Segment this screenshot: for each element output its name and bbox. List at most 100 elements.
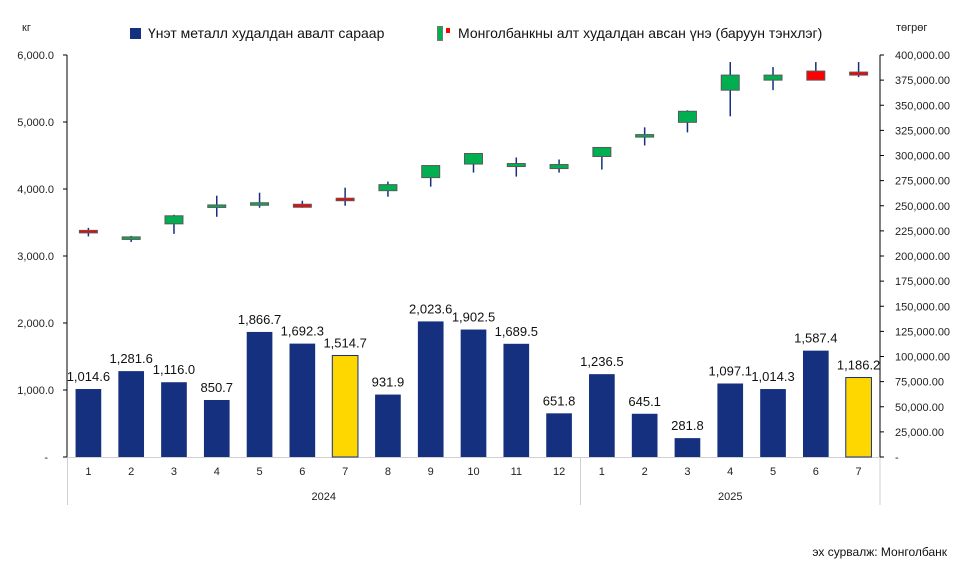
candle-up (720, 74, 740, 91)
bar-data-label: 1,186.2 (837, 358, 880, 373)
right-axis-tick-label: 175,000.00 (895, 276, 950, 288)
bar-data-label: 931.9 (372, 375, 405, 390)
legend-candle-label: Монголбанкны алт худалдан авсан үнэ (бар… (458, 25, 823, 41)
candle-down (335, 197, 355, 202)
bar-data-label: 1,866.7 (238, 312, 281, 327)
candle-up (164, 215, 184, 225)
bar-data-label: 645.1 (628, 394, 661, 409)
bar (289, 343, 316, 457)
right-axis-tick-label: 125,000.00 (895, 326, 950, 338)
bar (375, 394, 401, 457)
bar (417, 321, 444, 457)
bar-data-label: 1,097.1 (709, 363, 752, 378)
right-axis-tick-label: 275,000.00 (895, 176, 950, 188)
right-axis-tick-label: 350,000.00 (895, 100, 950, 112)
left-axis-tick-label: 4,000.0 (17, 184, 54, 196)
legend-item-candles: Монголбанкны алт худалдан авсан үнэ (бар… (437, 25, 822, 41)
left-axis-unit: кг (22, 22, 31, 34)
right-axis-tick-label: 25,000.00 (895, 427, 944, 439)
candle-down (292, 203, 312, 208)
bar-data-label: 1,116.0 (153, 362, 195, 377)
candle-down (806, 70, 826, 81)
candle-up (763, 74, 783, 81)
bar-data-label: 1,514.7 (323, 336, 366, 351)
candle-up (592, 146, 612, 158)
right-axis-tick-label: 100,000.00 (895, 352, 950, 364)
x-tick-label: 3 (684, 466, 690, 478)
bar (331, 355, 359, 458)
candle-up (506, 163, 526, 168)
bar-data-label: 1,692.3 (281, 324, 324, 339)
legend-candle-swatch-icon (437, 25, 450, 41)
bar-data-label: 1,014.3 (751, 369, 794, 384)
x-tick-label: 7 (856, 466, 862, 478)
x-tick-label: 1 (85, 466, 91, 478)
x-tick-label: 10 (467, 466, 479, 478)
left-axis-tick-label: 1,000.0 (17, 385, 54, 397)
bar (845, 377, 872, 458)
right-axis-tick-label: - (895, 452, 899, 464)
bar-data-label: 651.8 (543, 393, 576, 408)
bar (546, 413, 572, 457)
right-axis-tick-label: 225,000.00 (895, 226, 950, 238)
bar (161, 382, 187, 457)
legend-bar-swatch-icon (130, 27, 141, 39)
left-axis-tick-label: 6,000.0 (17, 50, 54, 62)
right-axis-tick-label: 375,000.00 (895, 75, 950, 87)
candle-up (635, 134, 655, 138)
bar (203, 400, 230, 457)
x-tick-label: 8 (385, 466, 391, 478)
x-tick-label: 9 (428, 466, 434, 478)
bar (460, 329, 487, 457)
bar (118, 371, 145, 457)
x-tick-label: 2 (128, 466, 134, 478)
left-axis-tick-label: 3,000.0 (17, 251, 54, 263)
x-tick-label: 6 (813, 466, 819, 478)
right-axis-tick-label: 325,000.00 (895, 125, 950, 137)
bar-data-label: 1,902.5 (452, 310, 495, 325)
x-tick-label: 4 (214, 466, 220, 478)
bar (631, 413, 658, 457)
right-axis-tick-label: 75,000.00 (895, 377, 944, 389)
bar-data-label: 850.7 (200, 380, 233, 395)
right-axis-tick-label: 250,000.00 (895, 201, 950, 213)
left-axis-tick-label: 2,000.0 (17, 318, 54, 330)
bar-data-label: 1,689.5 (495, 324, 538, 339)
candle-up (207, 204, 227, 208)
bar-data-label: 1,014.6 (67, 369, 110, 384)
right-axis-unit: төгрөг (896, 22, 928, 34)
bar (503, 343, 530, 457)
bar (589, 374, 615, 457)
right-axis-tick-label: 200,000.00 (895, 251, 950, 263)
candle-up (677, 110, 697, 123)
left-axis-tick-label: - (44, 452, 48, 464)
source-note: эх сурвалж: Монголбанк (812, 545, 947, 559)
candle-up (421, 165, 441, 179)
bar-data-label: 1,281.6 (109, 351, 152, 366)
candle-down (849, 71, 869, 76)
legend-item-bars: Үнэт металл худалдан авалт сараар (130, 25, 384, 41)
x-tick-label: 6 (299, 466, 305, 478)
year-label: 2024 (311, 491, 335, 503)
x-tick-label: 5 (770, 466, 776, 478)
candle-down (78, 229, 98, 234)
bar-data-label: 1,236.5 (580, 354, 623, 369)
bar (674, 438, 701, 457)
candle-up (121, 236, 141, 240)
bar-data-label: 1,587.4 (794, 331, 837, 346)
x-tick-label: 3 (171, 466, 177, 478)
candle-up (250, 202, 270, 206)
bar (246, 331, 273, 457)
right-axis-tick-label: 150,000.00 (895, 301, 950, 313)
left-axis-tick-label: 5,000.0 (17, 117, 54, 129)
bar (75, 389, 102, 457)
x-tick-label: 1 (599, 466, 605, 478)
candle-up (378, 184, 398, 192)
x-tick-label: 7 (342, 466, 348, 478)
bar (760, 389, 786, 457)
bar (802, 350, 829, 457)
x-tick-label: 12 (553, 466, 565, 478)
x-tick-label: 4 (727, 466, 733, 478)
candle-up (549, 164, 569, 170)
